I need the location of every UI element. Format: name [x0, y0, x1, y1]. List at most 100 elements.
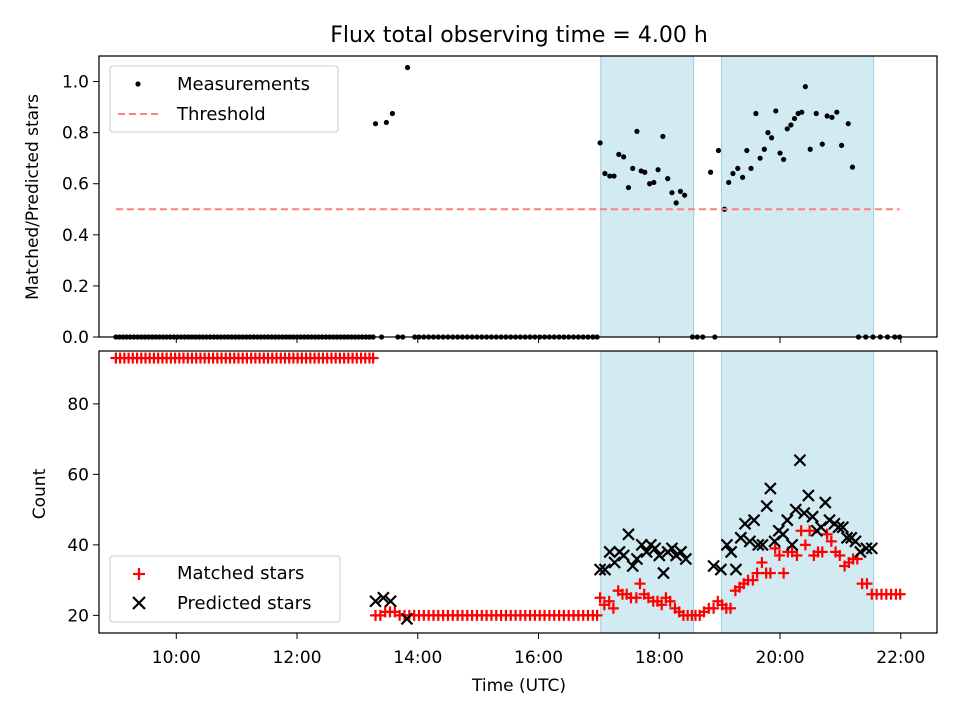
measurement-point: [813, 110, 819, 117]
bottom-axes-frame: [98, 350, 938, 634]
predicted-star-point: [743, 535, 757, 548]
predicted-star-point: [652, 549, 666, 562]
measurement-point: [642, 169, 648, 175]
y-tick-label: 80: [67, 395, 89, 415]
shaded-interval-1: [600, 55, 695, 338]
measurement-point: [757, 155, 763, 161]
measurement-point: [761, 146, 767, 152]
legend-matched-label: Matched stars: [177, 563, 304, 584]
matched-star-point: [791, 549, 803, 561]
predicted-star-point: [797, 506, 811, 520]
measurement-point: [748, 165, 754, 171]
legend-measurements-label: Measurements: [177, 74, 310, 95]
predicted-star-point: [793, 453, 807, 467]
bottom-y-ticks: 20 40 60 80: [67, 395, 99, 626]
predicted-star-point: [854, 545, 867, 559]
measurement-point: [829, 114, 835, 120]
predicted-star-point: [665, 542, 679, 555]
bottom-x-axis-label: Time (UTC): [471, 676, 566, 696]
measurement-point: [602, 170, 608, 177]
predicted-star-point: [400, 612, 414, 626]
predicted-star-point: [836, 520, 850, 534]
legend-predicted-label: Predicted stars: [177, 593, 311, 614]
bottom-legend: Matched stars Predicted stars: [109, 555, 341, 623]
matched-star-point: [773, 549, 785, 561]
legend-matched-marker: [133, 568, 145, 580]
measurement-point: [660, 133, 666, 140]
predicted-star-point: [598, 563, 612, 576]
measurement-point: [651, 179, 657, 186]
measurement-point: [802, 84, 808, 90]
measurement-point: [665, 176, 671, 182]
measurement-point: [607, 173, 613, 179]
matched-star-point: [656, 599, 668, 611]
predicted-star-point: [764, 482, 777, 495]
predicted-star-point: [738, 517, 752, 531]
predicted-star-point: [640, 545, 653, 559]
measurement-point: [404, 64, 411, 71]
measurement-point: [777, 150, 783, 156]
y-tick-label: 0.0: [62, 328, 89, 348]
measurement-point: [630, 165, 636, 171]
predicted-star-point: [729, 563, 743, 576]
top-panel: 0.0 0.2 0.4 0.6 0.8 1.0 Matched/Predicted sta…: [23, 55, 938, 348]
matched-star-point: [594, 592, 606, 604]
measurement-point: [611, 173, 617, 179]
predicted-star-point: [707, 559, 720, 573]
measurement-point: [677, 188, 684, 194]
top-shaded-intervals: [600, 55, 875, 338]
y-tick-label: 0.4: [62, 226, 89, 246]
predicted-star-point: [849, 535, 862, 548]
measurement-point: [819, 141, 825, 147]
predicted-star-point: [384, 594, 397, 608]
measurement-point: [735, 165, 741, 171]
measurement-point: [673, 200, 679, 206]
y-tick-label: 0.6: [62, 175, 89, 195]
predicted-star-point: [724, 545, 738, 559]
predicted-star-point: [630, 552, 644, 566]
predicted-star-point: [776, 528, 790, 541]
predicted-star-point: [608, 556, 621, 569]
matched-star-point: [894, 588, 906, 600]
matched-star-point: [634, 578, 646, 590]
predicted-star-point: [780, 513, 794, 527]
bottom-panel: 20 40 60 80 10:00 12:00 14:00 16:00 18:00 20:00 2…: [30, 350, 938, 696]
y-tick-label: 0.2: [62, 277, 89, 297]
top-legend-box: [109, 65, 339, 133]
predicted-star-point: [756, 538, 769, 552]
measurement-point: [739, 174, 746, 180]
predicted-star-point: [622, 528, 635, 541]
measurement-point: [383, 119, 389, 126]
measurement-point: [372, 121, 379, 127]
predicted-star-point: [369, 594, 382, 608]
matched-star-point: [664, 595, 676, 607]
measurement-point: [726, 179, 732, 186]
predicted-star-point: [635, 538, 649, 552]
shaded-interval-2: [720, 55, 875, 338]
x-tick-label: 16:00: [514, 648, 563, 668]
measurement-point: [834, 109, 840, 115]
predicted-star-point: [603, 545, 617, 559]
measurement-point: [730, 170, 736, 177]
predicted-star-point: [752, 538, 765, 552]
matched-star-point: [769, 542, 781, 554]
bottom-x-ticks: 10:00 12:00 14:00 16:00 18:00 20:00 22:00: [152, 633, 925, 668]
legend-predicted-marker: [132, 596, 146, 610]
matched-star-point: [834, 549, 846, 561]
legend-measurements-marker: [135, 81, 141, 87]
measurement-point: [389, 110, 396, 117]
predicted-star-point: [720, 538, 734, 552]
measurement-point: [849, 164, 856, 170]
series-predicted-stars: [369, 453, 879, 626]
measurement-point: [807, 146, 813, 152]
predicted-star-point: [734, 531, 748, 545]
matched-star-point: [756, 557, 768, 568]
predicted-star-point: [785, 538, 799, 552]
measurement-point: [597, 140, 603, 146]
matched-star-point: [804, 525, 816, 537]
matched-star-point: [799, 539, 811, 551]
predicted-star-point: [760, 499, 774, 513]
measurement-point: [634, 128, 640, 134]
measurement-point: [824, 113, 830, 119]
